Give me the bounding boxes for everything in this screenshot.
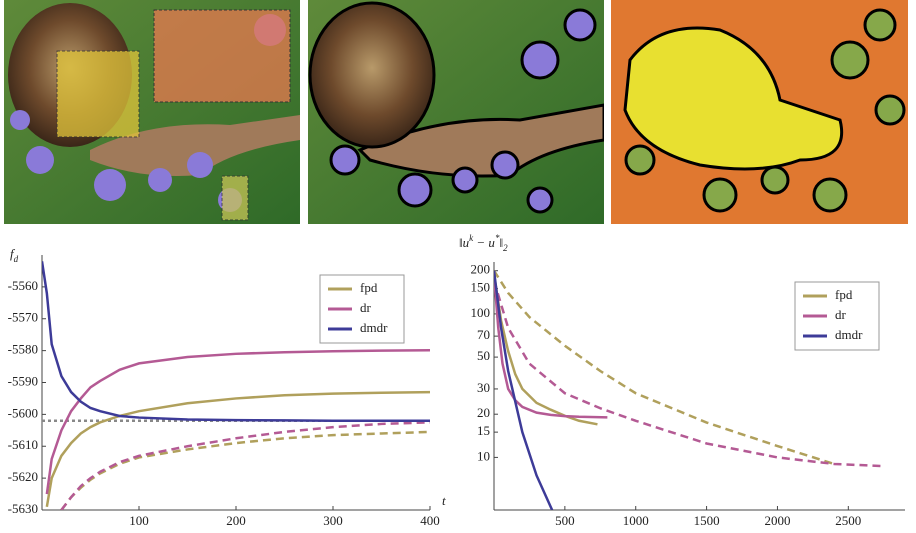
y-axis-label: ‖uk − u*‖2 (459, 233, 508, 253)
y-tick-label: -5630 (8, 501, 38, 516)
y-tick-label: 15 (477, 423, 490, 438)
series-line (494, 274, 597, 424)
y-axis-label-part: ‖u (459, 235, 470, 250)
y-tick-label: -5580 (8, 342, 38, 357)
x-tick-label: 200 (226, 513, 246, 528)
y-tick-label: 100 (471, 305, 491, 320)
y-tick-label: 200 (471, 262, 491, 277)
legend-label: fpd (360, 280, 378, 295)
y-axis-label-part: − u (473, 235, 495, 250)
y-axis-label-part: 2 (503, 243, 508, 253)
y-tick-label: -5610 (8, 437, 38, 452)
x-tick-label: 2500 (835, 513, 861, 528)
x-axis-label: t (442, 493, 446, 508)
y-tick-label: -5560 (8, 278, 38, 293)
charts: 100 200 300 400 -5560 -5570 -5580 -5590 -5600 -56… (8, 233, 916, 528)
legend-label: dr (835, 307, 847, 322)
x-tick-label: 2000 (764, 513, 790, 528)
y-tick-label: 70 (477, 327, 490, 342)
y-tick-label: 10 (477, 448, 490, 463)
y-tick-label: -5570 (8, 310, 38, 325)
x-tick-label: 100 (129, 513, 149, 528)
series-line (47, 392, 430, 507)
y-axis-label: fd (10, 246, 19, 264)
x-tick-label: 1000 (623, 513, 649, 528)
x-tick-label: 500 (555, 513, 575, 528)
series-line-dashed (494, 271, 834, 464)
y-axis-label-sub: d (14, 254, 19, 264)
image-snail-boxes (4, 0, 300, 224)
y-tick-label: 20 (477, 405, 490, 420)
legend-label: fpd (835, 287, 853, 302)
legend-label: dmdr (835, 327, 863, 342)
y-tick-label: 30 (477, 380, 490, 395)
x-tick-label: 400 (420, 513, 440, 528)
x-tick-label: 1500 (694, 513, 720, 528)
image-snail-segmented (308, 0, 604, 224)
y-tick-label: -5620 (8, 469, 38, 484)
x-tick-label: 300 (323, 513, 343, 528)
y-tick-label: -5600 (8, 405, 38, 420)
image-snail-labels (611, 0, 908, 224)
series-line-dashed (61, 432, 430, 510)
legend-label: dmdr (360, 320, 388, 335)
y-tick-label: 50 (477, 348, 490, 363)
y-tick-label: -5590 (8, 373, 38, 388)
legend-label: dr (360, 300, 372, 315)
y-tick-label: 150 (471, 280, 491, 295)
figure: 100 200 300 400 -5560 -5570 -5580 -5590 -5600 -56… (0, 0, 916, 533)
